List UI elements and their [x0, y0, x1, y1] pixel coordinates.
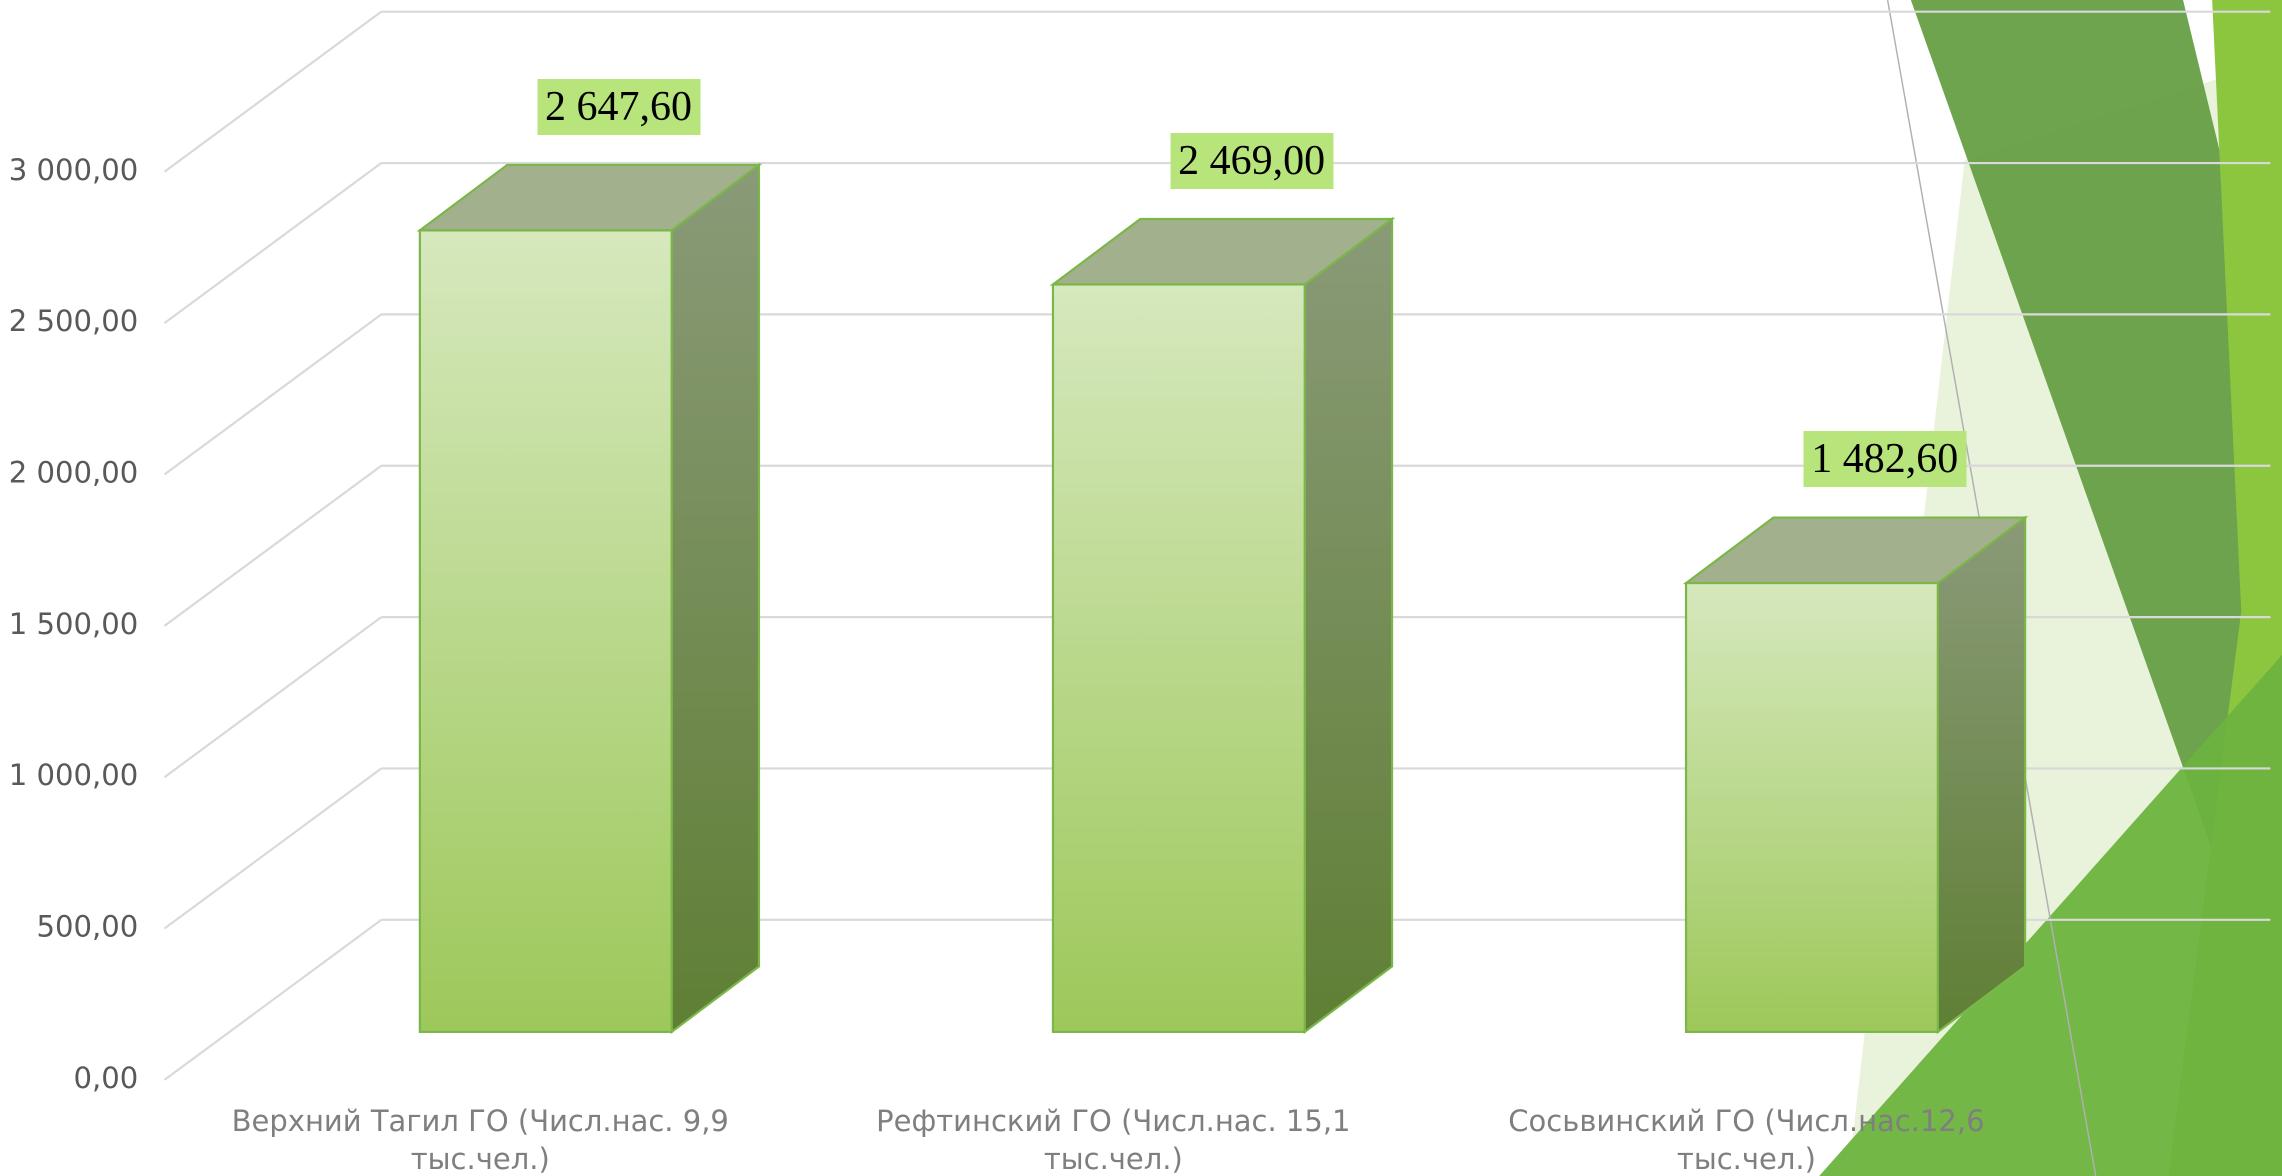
y-tick-label: 1 000,00 [9, 758, 139, 792]
grid-line [164, 768, 381, 928]
bar [1053, 219, 1392, 1032]
x-tick-label: Верхний Тагил ГО (Числ.нас. 9,9 тыс.чел.… [220, 1102, 740, 1176]
y-tick-label: 2 000,00 [9, 455, 139, 489]
data-label: 2 647,60 [537, 79, 700, 135]
bar-front [1053, 284, 1305, 1031]
grid-line [164, 12, 381, 172]
y-tick-label: 500,00 [36, 910, 138, 944]
y-tick-label: 1 500,00 [9, 607, 139, 641]
grid-line [164, 920, 381, 1080]
bar-side [672, 165, 759, 1032]
grid-line [164, 314, 381, 474]
grid-line [164, 163, 381, 323]
grid-line [164, 466, 381, 626]
bar [1686, 518, 2025, 1032]
data-label: 2 469,00 [1170, 133, 1333, 189]
y-tick-label: 2 500,00 [9, 304, 139, 338]
bar-side [1305, 219, 1392, 1032]
bars [420, 165, 2025, 1032]
x-tick-label: Сосьвинский ГО (Числ.нас.12,6 тыс.чел.) [1486, 1102, 2006, 1176]
bar-front [420, 230, 672, 1031]
grid-line [164, 617, 381, 777]
data-label: 1 482,60 [1803, 431, 1966, 487]
chart: 0,00 500,00 1 000,00 1 500,00 2 000,00 2 500,… [0, 0, 2282, 1176]
y-tick-label: 0,00 [73, 1061, 138, 1095]
bar-front [1686, 583, 1938, 1032]
bar-side [1938, 518, 2025, 1032]
y-tick-label: 3 000,00 [9, 153, 139, 187]
slide: 0,00 500,00 1 000,00 1 500,00 2 000,00 2 500,… [0, 0, 2282, 1176]
x-tick-label: Рефтинский ГО (Числ.нас. 15,1 тыс.чел.) [853, 1102, 1373, 1176]
bar [420, 165, 759, 1032]
